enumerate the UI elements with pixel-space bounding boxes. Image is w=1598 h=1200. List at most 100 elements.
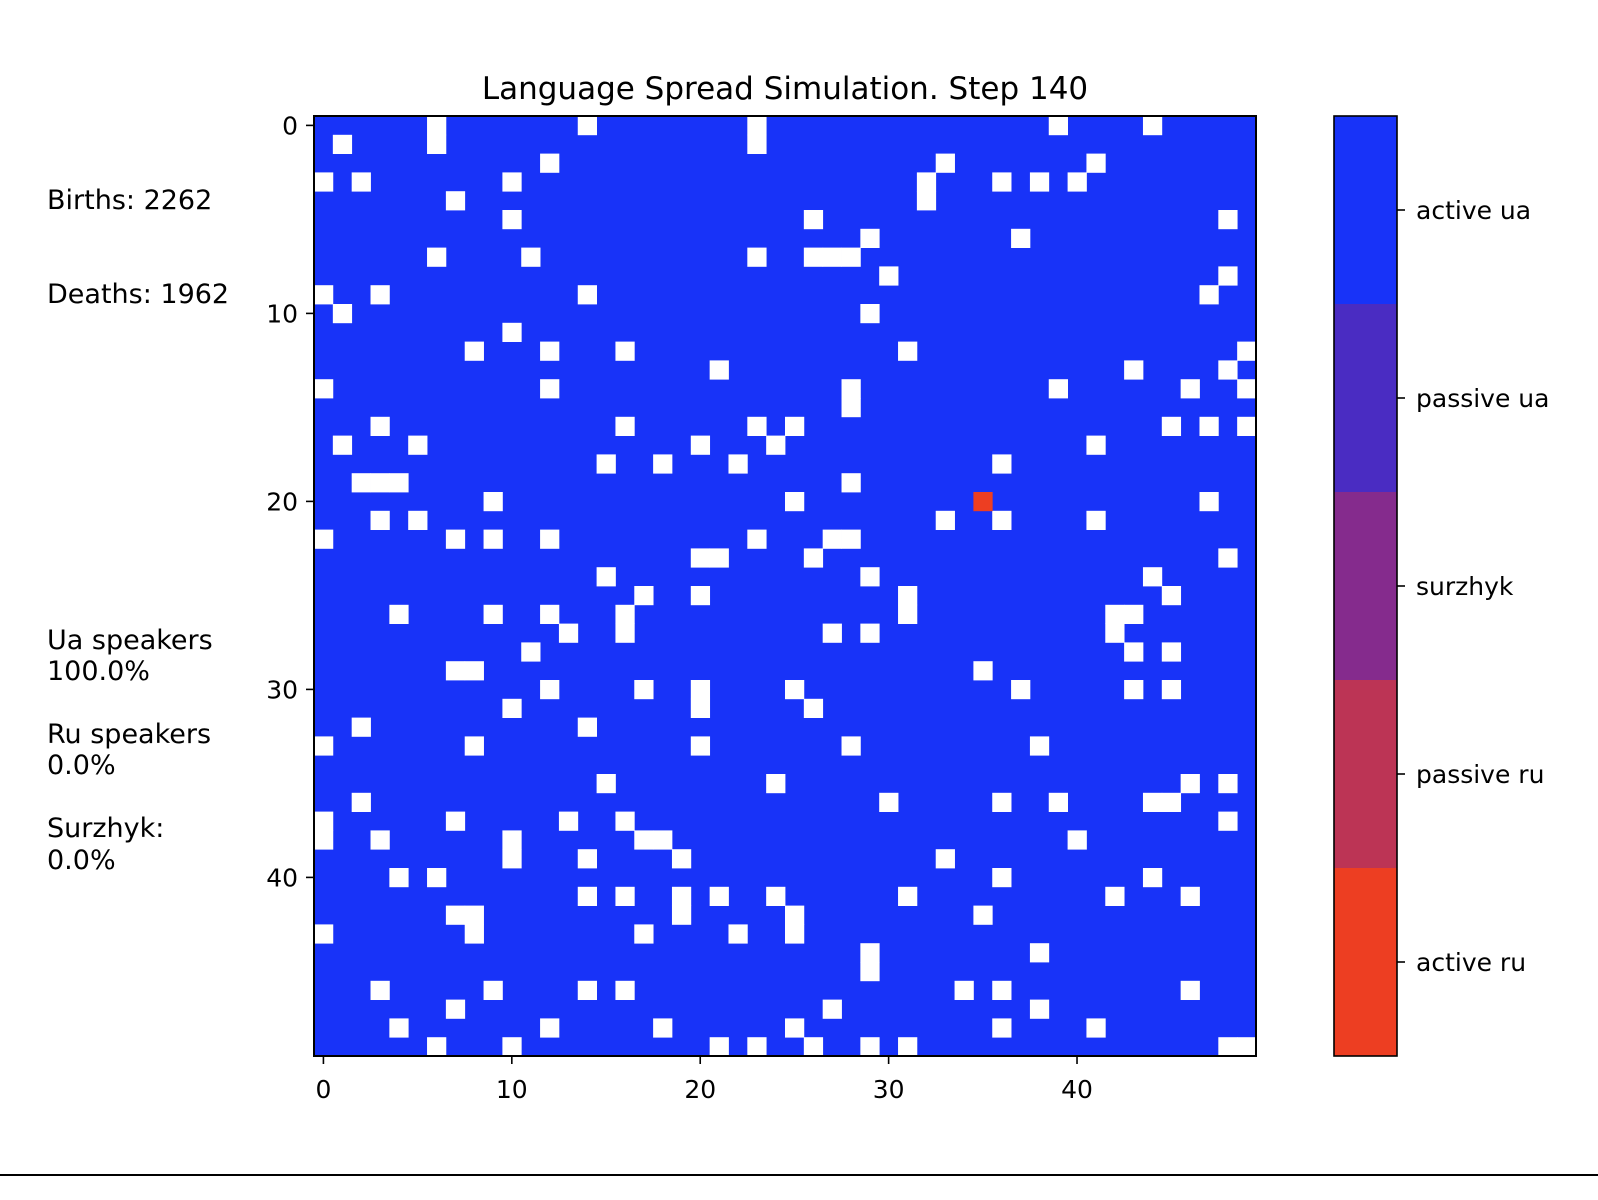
empty-cell: [1142, 868, 1163, 888]
empty-cell: [1237, 1037, 1257, 1057]
colorbar-label: active ru: [1416, 948, 1526, 977]
empty-cell: [596, 567, 616, 587]
empty-cell: [690, 435, 711, 455]
empty-cell: [577, 717, 597, 737]
empty-cell: [935, 849, 955, 869]
empty-cell: [1199, 416, 1219, 436]
empty-cell: [1199, 285, 1219, 305]
y-tick-label: 0: [282, 111, 298, 140]
empty-cell: [502, 698, 522, 718]
empty-cell: [615, 811, 635, 831]
empty-cell: [445, 191, 466, 211]
empty-cell: [634, 830, 654, 850]
empty-cell: [860, 228, 880, 248]
empty-cell: [709, 360, 729, 380]
empty-cell: [690, 548, 711, 568]
empty-cell: [1011, 228, 1031, 248]
empty-cell: [803, 548, 824, 568]
empty-cell: [540, 341, 560, 361]
empty-cell: [1048, 116, 1068, 136]
empty-cell: [785, 416, 805, 436]
empty-cell: [483, 492, 503, 512]
empty-cell: [1218, 360, 1238, 380]
empty-cell: [898, 341, 918, 361]
empty-cell: [1086, 435, 1106, 455]
empty-cell: [1180, 980, 1200, 1000]
heatmap-cells: [314, 116, 1257, 1057]
empty-cell: [1218, 266, 1238, 286]
empty-cell: [427, 134, 447, 154]
empty-cell: [841, 379, 861, 399]
empty-cell: [1180, 886, 1200, 906]
empty-cell: [1029, 172, 1050, 192]
y-tick-label: 10: [266, 299, 298, 328]
empty-cell: [1180, 774, 1200, 794]
x-axis-ticks: 0 10 20 30 40: [315, 1056, 1093, 1104]
empty-cell: [370, 416, 390, 436]
empty-cell: [1086, 510, 1106, 530]
empty-cell: [464, 924, 484, 944]
empty-cell: [785, 924, 805, 944]
empty-cell: [1218, 210, 1238, 230]
colorbar-label: passive ru: [1416, 760, 1544, 789]
empty-cell: [954, 980, 974, 1000]
empty-cell: [1048, 379, 1068, 399]
empty-cell: [803, 1037, 824, 1057]
empty-cell: [1105, 604, 1125, 624]
empty-cell: [747, 1037, 767, 1057]
empty-cell: [1237, 379, 1257, 399]
empty-cell: [822, 529, 842, 549]
empty-cell: [502, 849, 522, 869]
empty-cell: [653, 1018, 673, 1038]
empty-cell: [577, 285, 597, 305]
empty-cell: [860, 1037, 880, 1057]
empty-cell: [558, 623, 579, 643]
empty-cell: [766, 886, 786, 906]
empty-cell: [483, 604, 503, 624]
empty-cell: [483, 980, 503, 1000]
empty-cell: [351, 473, 371, 493]
colorbar: active ua passive ua surzhyk passive ru acti…: [1333, 115, 1549, 1057]
empty-cell: [596, 454, 616, 474]
empty-cell: [841, 247, 861, 267]
empty-cell: [483, 529, 503, 549]
empty-cell: [389, 868, 409, 888]
colorbar-label: passive ua: [1416, 384, 1549, 413]
empty-cell: [653, 454, 673, 474]
empty-cell: [1180, 379, 1200, 399]
bottom-divider: [0, 1174, 1598, 1176]
x-tick-label: 0: [315, 1075, 331, 1104]
empty-cell: [709, 886, 729, 906]
empty-cell: [785, 680, 805, 700]
empty-cell: [803, 698, 824, 718]
empty-cell: [445, 999, 466, 1019]
empty-cell: [615, 623, 635, 643]
y-axis-ticks: 0 10 20 30 40: [266, 111, 314, 892]
colorbar-label: surzhyk: [1416, 572, 1514, 601]
empty-cell: [596, 774, 616, 794]
empty-cell: [860, 567, 880, 587]
empty-cell: [370, 510, 390, 530]
empty-cell: [992, 454, 1012, 474]
empty-cell: [1161, 792, 1182, 812]
heatmap-frame: [313, 115, 1257, 1057]
empty-cell: [898, 1037, 918, 1057]
empty-cell: [690, 586, 711, 606]
empty-cell: [747, 416, 767, 436]
empty-cell: [690, 680, 711, 700]
empty-cell: [427, 1037, 447, 1057]
empty-cell: [1218, 548, 1238, 568]
empty-cell: [916, 191, 937, 211]
empty-cell: [747, 529, 767, 549]
empty-cell: [992, 980, 1012, 1000]
empty-cell: [615, 604, 635, 624]
chart-title: Language Spread Simulation. Step 140: [482, 71, 1088, 107]
empty-cell: [841, 529, 861, 549]
empty-cell: [408, 510, 428, 530]
empty-cell: [1161, 416, 1182, 436]
x-tick-label: 20: [684, 1075, 716, 1104]
empty-cell: [803, 247, 824, 267]
empty-cell: [1124, 680, 1144, 700]
empty-cell: [1237, 341, 1257, 361]
empty-cell: [1142, 567, 1163, 587]
